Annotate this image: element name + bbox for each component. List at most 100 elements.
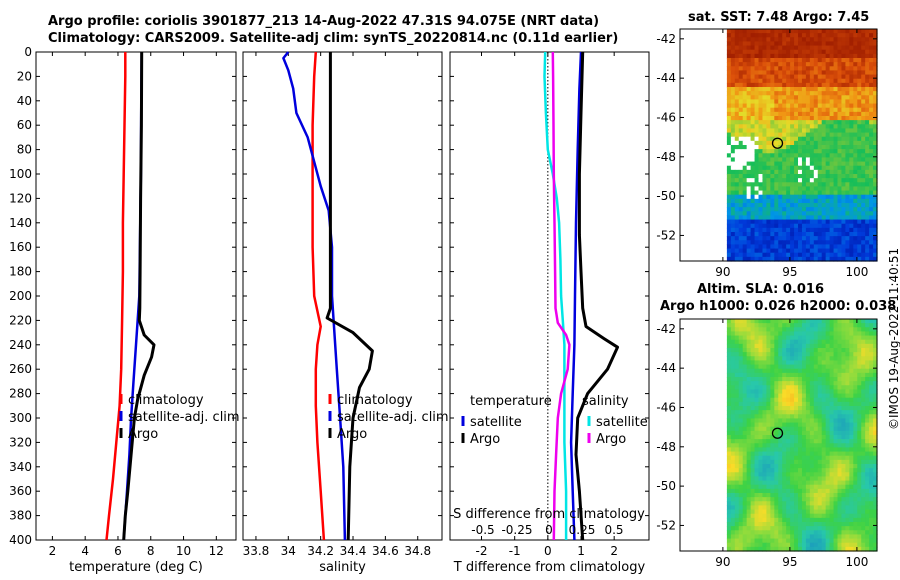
map-cell [833, 497, 839, 502]
map-cell [821, 145, 827, 150]
map-cell [762, 74, 767, 80]
map-cell [861, 207, 866, 212]
map-cell [774, 501, 779, 507]
map-cell [774, 497, 779, 502]
map-cell [790, 211, 795, 217]
map-cell [782, 103, 787, 109]
map-cell [801, 459, 807, 465]
map-cell [821, 91, 827, 96]
map-cell [857, 418, 862, 424]
map-cell [734, 128, 740, 134]
map-cell [813, 132, 819, 138]
map-cell [770, 352, 775, 357]
map-cell [766, 430, 771, 436]
map-cell [865, 107, 870, 113]
map-cell [853, 157, 858, 163]
map-cell [817, 389, 823, 395]
map-cell [738, 128, 744, 134]
map-cell [865, 82, 870, 88]
map-cell [734, 372, 740, 378]
x-tick-label: 34.2 [307, 544, 334, 558]
map-cell [849, 215, 854, 221]
map-cell [821, 364, 827, 370]
map-cell [734, 348, 740, 353]
map-cell [786, 107, 791, 113]
map-cell [841, 182, 846, 188]
map-cell [754, 219, 760, 225]
map-cell [821, 538, 827, 544]
map-cell [758, 124, 764, 130]
map-cell [798, 203, 803, 208]
map-cell [865, 186, 870, 192]
map-cell [805, 517, 811, 523]
map-cell [790, 517, 795, 523]
map-cell [857, 331, 862, 337]
map-cell [841, 87, 846, 92]
map-cell [845, 430, 850, 436]
map-cell [809, 58, 815, 63]
map-cell [726, 215, 732, 221]
x-tick-label: 95 [782, 265, 797, 279]
map-cell [786, 87, 791, 92]
map-cell [738, 62, 744, 67]
map-cell [869, 236, 874, 241]
map-cell [817, 414, 823, 420]
map-cell [841, 62, 846, 67]
map-cell [762, 372, 767, 378]
map-cell [734, 439, 740, 444]
map-cell [865, 252, 870, 258]
map-cell [801, 58, 807, 63]
map-cell [845, 203, 850, 208]
map-cell [734, 211, 740, 217]
map-cell [825, 74, 831, 80]
map-cell [813, 323, 819, 328]
map-cell [853, 443, 858, 449]
map-cell [778, 70, 783, 76]
map-cell [817, 377, 823, 382]
map-cell [758, 103, 764, 109]
map-cell [829, 87, 835, 92]
map-cell [821, 385, 827, 391]
map-cell [849, 484, 854, 490]
map-cell [754, 157, 760, 163]
map-cell [794, 356, 799, 362]
map-cell [774, 426, 779, 432]
map-cell [766, 459, 771, 465]
map-cell [742, 190, 748, 196]
map-cell [758, 107, 764, 113]
map-cell [778, 472, 783, 478]
map-cell [857, 103, 862, 109]
map-cell [821, 211, 827, 217]
map-cell [805, 356, 811, 362]
map-cell [750, 381, 756, 386]
map-cell [750, 414, 756, 420]
map-cell [873, 198, 878, 204]
map-cell [873, 103, 878, 109]
map-cell [750, 211, 756, 217]
map-cell [734, 443, 740, 449]
map-cell [857, 153, 862, 159]
map-cell [734, 468, 740, 473]
map-cell [869, 194, 874, 200]
map-cell [758, 348, 764, 353]
map-cell [805, 484, 811, 490]
map-cell [798, 348, 803, 353]
map-cell [869, 169, 874, 175]
map-cell [742, 111, 748, 117]
map-cell [813, 513, 819, 519]
map-cell [750, 194, 756, 200]
map-cell [821, 157, 827, 163]
map-cell [766, 178, 771, 183]
map-cell [750, 169, 756, 175]
map-cell [798, 236, 803, 241]
map-cell [754, 198, 760, 204]
map-cell [762, 501, 767, 507]
map-cell [813, 190, 819, 196]
map-cell [869, 53, 874, 59]
map-cell [734, 252, 740, 258]
map-cell [805, 95, 811, 101]
map-cell [746, 348, 752, 353]
map-cell [734, 455, 740, 461]
map-cell [774, 178, 779, 183]
map-cell [734, 227, 740, 233]
